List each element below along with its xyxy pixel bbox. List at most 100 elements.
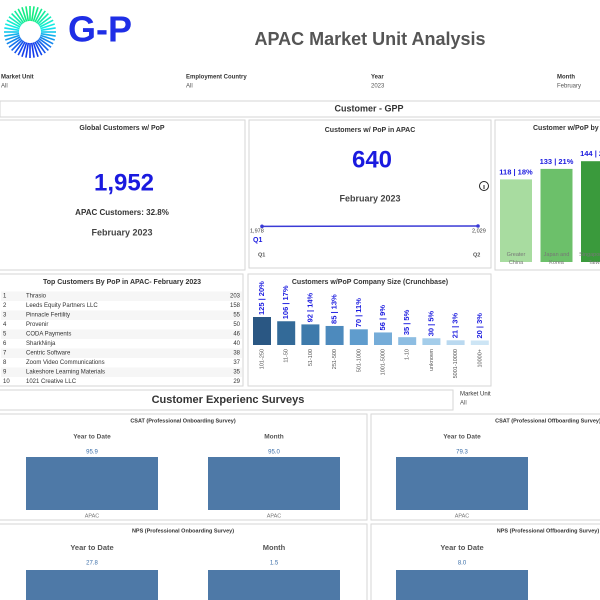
table-row-bg — [1, 348, 242, 358]
filter-value[interactable]: All — [460, 401, 467, 407]
bar — [540, 168, 573, 262]
filter-value[interactable]: All — [1, 84, 8, 90]
bar — [26, 570, 158, 600]
table-cell: Pinnacle Fertility — [26, 313, 70, 319]
table-row-bg — [1, 329, 242, 339]
data-label: 30 | 5% — [426, 311, 435, 337]
filter-label: Market Unit — [1, 75, 34, 81]
line-point — [260, 224, 264, 229]
data-label: 21 | 3% — [451, 313, 460, 339]
section-title: Customer - GPP — [334, 103, 403, 113]
logo-ray — [17, 8, 26, 23]
logo-ray — [34, 41, 43, 56]
x-tick-label: 251-500 — [332, 349, 338, 369]
panel-label: Month — [264, 434, 284, 441]
table-cell: 37 — [233, 360, 240, 366]
table-cell: 35 — [233, 370, 240, 376]
x-tick-label: APAC — [455, 513, 470, 519]
x-tick-label: 501-1000 — [356, 349, 362, 372]
panel-label: Year to Date — [70, 543, 113, 552]
line-point — [476, 224, 480, 228]
filter-value[interactable]: 2023 — [371, 84, 385, 90]
logo-ray — [6, 36, 21, 45]
logo-ray — [38, 16, 52, 27]
table-title: Top Customers By PoP in APAC- February 2… — [43, 279, 201, 286]
logo-ray — [5, 34, 20, 41]
logo-ray — [14, 10, 25, 24]
survey-title: NPS (Professional Onboarding Survey) — [132, 528, 234, 534]
bar — [396, 457, 528, 510]
data-label: 144 | 22% — [580, 149, 600, 158]
logo-text: G-P — [68, 9, 132, 50]
data-label: 27.8 — [86, 561, 98, 567]
table-cell: 46 — [233, 332, 240, 338]
survey-title: CSAT (Professional Onboarding Survey) — [130, 418, 235, 424]
kpi-title: Customers w/ PoP in APAC — [325, 127, 416, 134]
logo-ray — [35, 40, 46, 54]
bar — [349, 329, 368, 345]
table-cell: Provenir — [26, 322, 48, 328]
logo-ray — [40, 34, 55, 41]
logo-ray — [25, 42, 30, 58]
table-cell: 3 — [3, 313, 7, 319]
kpi-subtitle: APAC Customers: 32.8% — [75, 208, 169, 217]
logo-ray — [6, 19, 21, 28]
table-cell: CODA Payments — [26, 332, 71, 338]
logo-ray — [17, 41, 26, 56]
data-label: 118 | 18% — [499, 167, 533, 176]
kpi-panel — [0, 119, 246, 271]
panel-label: Month — [263, 543, 286, 552]
info-icon[interactable] — [479, 181, 489, 191]
logo-ray — [14, 40, 25, 54]
kpi-value: 640 — [352, 146, 392, 173]
table-cell: Zoom Video Communications — [26, 360, 105, 366]
table-cell: 50 — [233, 322, 240, 328]
logo-ray — [25, 6, 30, 22]
table-row-bg — [1, 367, 242, 377]
table-cell: 2 — [3, 303, 7, 309]
bar — [470, 340, 489, 345]
logo-ray — [5, 23, 20, 30]
data-label: 1,978 — [250, 228, 264, 234]
bar — [208, 570, 340, 600]
bar — [325, 325, 344, 345]
logo-ray — [40, 32, 56, 37]
logo-ray — [39, 36, 54, 45]
x-tick-label: Q2 — [473, 252, 480, 258]
table-cell: SharkNinja — [26, 341, 56, 347]
x-tick-label: Greater China — [507, 252, 526, 266]
data-label: 125 | 20% — [257, 281, 266, 315]
x-tick-label: 1001-5000 — [380, 349, 386, 375]
x-tick-label: 51-100 — [308, 349, 314, 366]
data-label: 92 | 14% — [305, 292, 314, 322]
logo-ray — [37, 13, 49, 25]
x-tick-label: 5001-10000 — [453, 349, 459, 378]
data-label: 133 | 21% — [540, 157, 574, 166]
logo-ray — [37, 39, 49, 51]
logo-ray — [40, 27, 56, 32]
filter-value[interactable]: All — [186, 84, 193, 90]
x-tick-label: 10000+ — [477, 349, 483, 368]
logo-ray — [11, 39, 23, 51]
bar — [581, 161, 600, 262]
table-cell: 1021 Creative LLC — [26, 379, 77, 385]
bar — [277, 321, 296, 345]
logo-ray — [11, 13, 23, 25]
filter-label: Month — [557, 75, 575, 81]
table-cell: 5 — [3, 332, 7, 338]
table-cell: 4 — [3, 322, 7, 328]
logo-ray — [21, 42, 28, 57]
page-title: APAC Market Unit Analysis — [254, 29, 485, 49]
logo-ray — [40, 23, 55, 30]
filter-value[interactable]: February — [557, 84, 581, 90]
bar — [398, 337, 417, 345]
x-tick-label: 11-50 — [284, 349, 290, 363]
filter-label: Market Unit — [460, 392, 491, 398]
table-cell: Lakeshore Learning Materials — [26, 370, 105, 376]
x-tick-label: Singapore andTaiwan — [579, 252, 600, 266]
x-tick-label: unknown — [429, 349, 435, 371]
kpi-title: Global Customers w/ PoP — [79, 125, 165, 132]
logo-ray — [35, 10, 46, 24]
logo-ray — [30, 6, 35, 22]
